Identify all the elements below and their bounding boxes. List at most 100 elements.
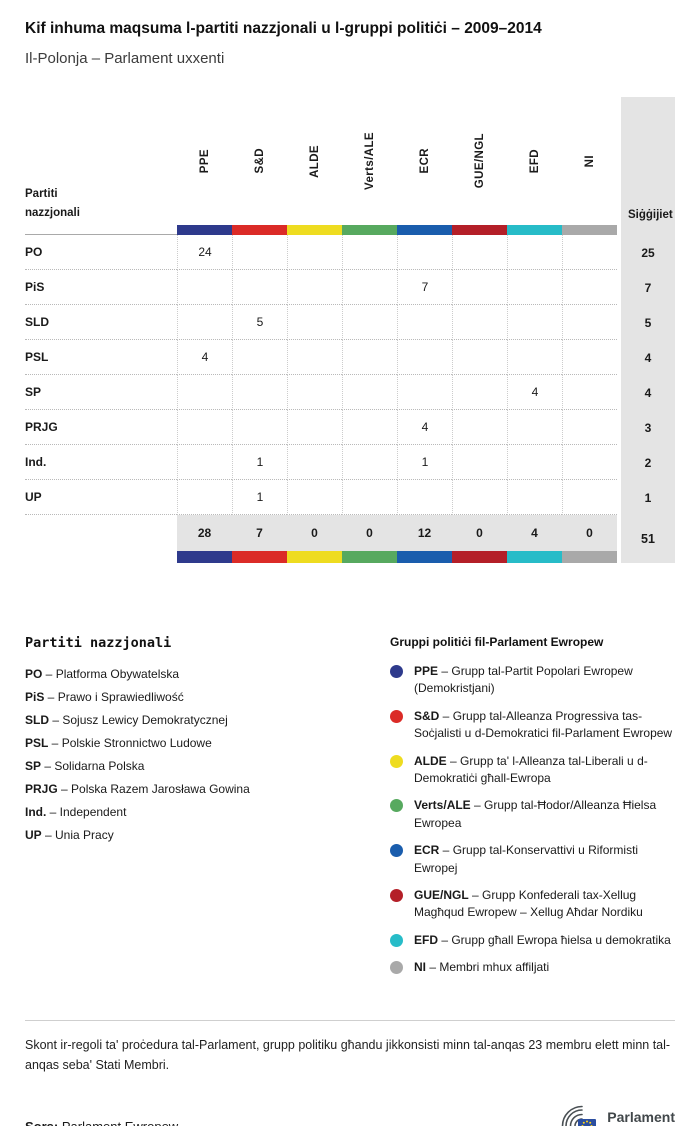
value-cell [232,410,287,445]
value-cell [287,445,342,480]
group-color-bar [397,225,452,235]
seats-value-cell: 5 [621,305,675,340]
group-header-label: Verts/ALE [363,132,376,190]
value-cell: 5 [232,305,287,340]
group-header-cell: EFD [507,97,562,235]
footnote: Skont ir-regoli ta' proċedura tal-Parlam… [25,1020,675,1075]
value-cell [452,235,507,270]
group-name: Membri mhux affiljati [439,960,550,975]
legend-groups: Gruppi politiċi fil-Parlament Ewropew PP… [390,635,675,986]
group-color-bar [562,551,617,563]
legend-party-item: PSL – Polskie Stronnictwo Ludowe [25,736,390,750]
group-color-bar [562,225,617,235]
separator: – [439,843,453,858]
value-cell [507,235,562,270]
value-cell [507,445,562,480]
party-abbr: PO [25,667,43,681]
separator: – [49,713,63,727]
seats-value-cell: 3 [621,410,675,445]
source-label: Sors: [25,1119,58,1126]
row-header-label: Partiti nazzjonali [25,188,80,219]
total-cell: 0 [562,515,617,563]
legend-group-text: NI – Membri mhux affiljati [414,959,675,976]
value-cell [562,375,617,410]
table-row: UP 1 1 [25,480,675,515]
group-color-bar [232,225,287,235]
group-header-label: GUE/NGL [473,133,486,189]
value-cell [452,445,507,480]
seats-header-cell: Siġġijiet [621,97,675,235]
separator: – [48,736,62,750]
separator: – [46,805,60,819]
value-cell [177,445,232,480]
value-cell [287,480,342,515]
value-cell [177,410,232,445]
seats-value-cell: 1 [621,480,675,515]
value-cell: 4 [177,340,232,375]
eu-flag [578,1119,597,1126]
party-name: Polska Razem Jarosława Gowina [71,782,250,796]
group-header-cell: NI [562,97,617,235]
value-cell [177,480,232,515]
party-name: Prawo i Sprawiedliwość [57,690,184,704]
separator: – [41,828,56,842]
value-cell [342,445,397,480]
legend-party-item: SP – Solidarna Polska [25,759,390,773]
party-cell: PRJG [25,410,177,445]
value-cell [562,340,617,375]
legend-group-text: EFD – Grupp għall Ewropa ħielsa u demokr… [414,932,675,949]
value-cell [397,235,452,270]
group-color-bar [287,551,342,563]
value-cell [342,480,397,515]
group-color-bar [342,225,397,235]
party-label: PSL [25,350,49,364]
party-label: SP [25,385,42,399]
total-cell: 7 [232,515,287,563]
legend-group-item: ECR – Grupp tal-Konservattivi u Riformis… [390,842,675,877]
value-cell [452,375,507,410]
group-name: Grupp ta' l-Alleanza tal-Liberali u d-De… [414,753,648,785]
party-cell: SP [25,375,177,410]
party-name: Unia Pracy [55,828,114,842]
value-cell [452,305,507,340]
party-label: SLD [25,315,49,329]
party-name: Independent [59,805,127,819]
legend-color-dot [390,844,403,858]
column-gap [617,340,621,375]
legend-party-item: PRJG – Polska Razem Jarosława Gowina [25,782,390,796]
group-header-cell: PPE [177,97,232,235]
group-name: Grupp għall Ewropa ħielsa u demokratika [451,932,671,947]
group-header-label: PPE [198,148,211,174]
separator: – [42,667,56,681]
row-header-cell: Partiti nazzjonali [25,97,177,235]
legend-parties-list: PO – Platforma Obywatelska PiS – Prawo i … [25,667,390,842]
seats-header-label: Siġġijiet [628,209,673,221]
separator: – [41,759,55,773]
party-label: UP [25,490,42,504]
total-cell: 28 [177,515,232,563]
party-cell: PSL [25,340,177,375]
group-color-bar [507,551,562,563]
column-gap [617,515,621,563]
table-body: PO 24 25 PiS 7 7 SLD 5 5 PSL 4 4 SP 4 4 PRJG 4 3 Ind. 1 1 2 UP… [25,235,675,515]
legend-party-item: SLD – Sojusz Lewicy Demokratycznej [25,713,390,727]
column-gap [617,410,621,445]
group-abbr: PPE [414,664,439,678]
table-row: PSL 4 4 [25,340,675,375]
value-cell [177,375,232,410]
legend-group-item: PPE – Grupp tal-Partit Popolari Ewropew … [390,663,675,698]
party-abbr: PiS [25,690,45,704]
legend-group-item: GUE/NGL – Grupp Konfederali tax-Xellug M… [390,887,675,922]
value-cell [287,375,342,410]
bottom-bar: Sors: Parlament Ewropew [25,1105,675,1126]
party-abbr: Ind. [25,805,47,819]
group-header-label: NI [583,154,596,168]
party-name: Solidarna Polska [54,759,145,773]
value-cell [507,305,562,340]
ep-logo-line1: Parlament [607,1108,675,1125]
party-name: Sojusz Lewicy Demokratycznej [62,713,228,727]
legend-group-item: ALDE – Grupp ta' l-Alleanza tal-Liberali… [390,753,675,788]
separator: – [438,932,452,947]
table-row: SLD 5 5 [25,305,675,340]
